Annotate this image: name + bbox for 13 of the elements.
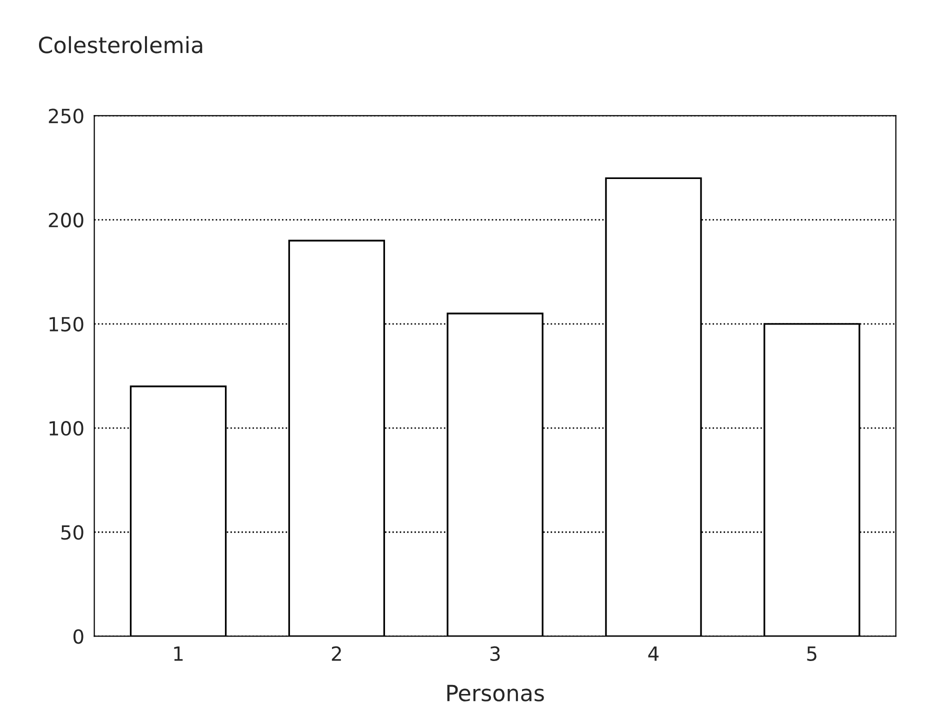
y-tick-label: 50 (61, 525, 84, 540)
y-tick-label: 0 (73, 629, 84, 644)
y-tick-label: 150 (50, 316, 84, 332)
x-tick-label: 5 (807, 646, 816, 662)
x-tick-label: 3 (490, 646, 500, 662)
chart-title: Colesterolemia (38, 36, 202, 54)
x-axis-title: Personas (447, 684, 544, 702)
y-tick-label: 250 (48, 108, 84, 124)
x-tick-label: 1 (174, 646, 183, 661)
y-tick-label: 100 (50, 420, 84, 436)
y-tick-label: 200 (48, 212, 84, 228)
x-tick-label: 4 (648, 646, 659, 661)
x-tick-label: 2 (332, 646, 341, 661)
